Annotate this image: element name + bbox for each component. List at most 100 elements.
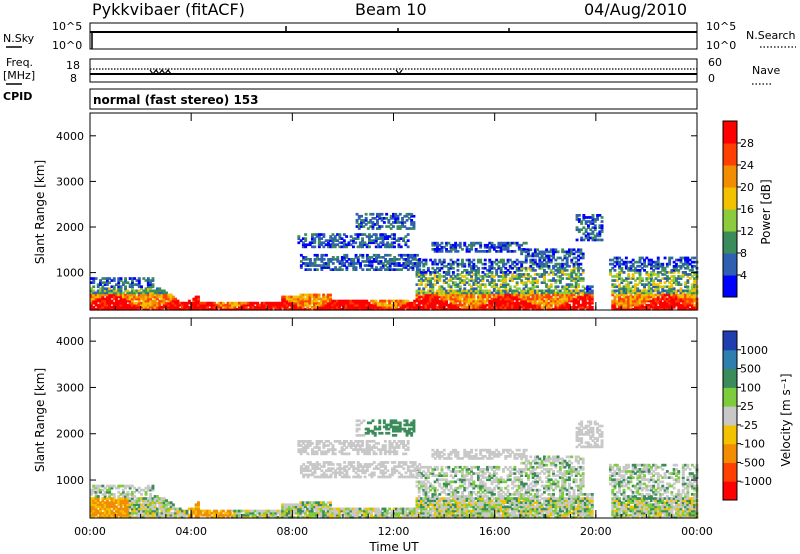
data-cell xyxy=(297,241,301,245)
data-cell xyxy=(108,513,112,517)
data-cell xyxy=(659,285,662,289)
data-cell xyxy=(156,295,159,299)
data-cell xyxy=(121,515,125,519)
data-cell xyxy=(292,509,296,513)
data-cell xyxy=(467,258,471,262)
data-cell xyxy=(545,285,549,289)
data-cell xyxy=(517,305,521,309)
data-cell xyxy=(690,285,694,289)
data-cell xyxy=(449,295,453,299)
data-cell xyxy=(408,513,412,517)
data-cell xyxy=(536,307,539,311)
data-cell xyxy=(458,245,462,249)
data-cell xyxy=(329,235,333,238)
data-cell xyxy=(586,285,590,289)
data-cell xyxy=(618,307,621,311)
data-cell xyxy=(647,295,651,299)
data-cell xyxy=(108,497,112,500)
data-cell xyxy=(162,505,166,509)
data-cell xyxy=(322,301,326,305)
data-cell xyxy=(587,232,590,236)
data-cell xyxy=(690,299,694,303)
data-cell xyxy=(497,301,501,305)
data-cell xyxy=(203,509,207,513)
data-cell xyxy=(556,289,560,293)
data-cell xyxy=(433,271,437,274)
data-cell xyxy=(365,260,369,263)
data-cell xyxy=(611,279,615,282)
data-cell xyxy=(140,499,143,502)
data-cell xyxy=(165,507,168,511)
data-cell xyxy=(406,233,410,236)
data-cell xyxy=(356,245,360,249)
data-cell xyxy=(556,285,560,289)
data-cell xyxy=(101,301,105,305)
data-cell xyxy=(108,486,112,490)
data-cell xyxy=(442,295,446,299)
data-cell xyxy=(351,509,355,513)
data-cell xyxy=(285,295,289,299)
data-cell xyxy=(304,262,308,265)
data-cell xyxy=(108,490,112,494)
data-cell xyxy=(636,260,640,264)
data-cell xyxy=(208,509,212,513)
data-cell xyxy=(540,275,544,278)
data-cell xyxy=(424,474,428,477)
data-cell xyxy=(433,505,437,509)
data-cell xyxy=(570,273,574,276)
data-cell xyxy=(538,264,542,268)
data-cell xyxy=(335,307,339,311)
data-cell xyxy=(506,269,510,272)
data-cell xyxy=(354,256,358,259)
data-cell xyxy=(335,301,339,305)
data-cell xyxy=(675,281,678,284)
data-cell xyxy=(356,262,360,265)
data-cell xyxy=(565,256,569,260)
data-cell xyxy=(429,472,433,475)
data-cell xyxy=(545,305,549,309)
data-cell xyxy=(92,486,96,490)
data-cell xyxy=(379,511,382,515)
data-cell xyxy=(133,515,137,519)
data-cell xyxy=(263,305,266,309)
data-cell xyxy=(388,260,392,263)
data-cell xyxy=(103,495,107,498)
data-cell xyxy=(477,260,480,264)
data-cell xyxy=(591,214,595,217)
data-cell xyxy=(133,293,137,297)
data-cell xyxy=(629,277,633,280)
data-cell xyxy=(681,299,685,303)
data-cell xyxy=(347,243,351,247)
data-cell xyxy=(638,275,642,278)
data-cell xyxy=(461,289,464,293)
data-cell xyxy=(142,289,146,293)
data-cell xyxy=(474,301,478,305)
data-cell xyxy=(372,241,376,245)
data-cell xyxy=(456,307,460,311)
data-cell xyxy=(467,262,471,266)
data-cell xyxy=(479,301,483,305)
data-cell xyxy=(613,256,617,260)
data-cell xyxy=(638,258,642,262)
data-cell xyxy=(90,513,93,517)
data-cell xyxy=(171,305,175,309)
data-cell xyxy=(624,301,628,305)
data-cell xyxy=(354,509,357,513)
data-cell xyxy=(121,497,125,500)
data-cell xyxy=(197,305,200,309)
data-cell xyxy=(167,295,171,299)
data-cell xyxy=(580,222,584,225)
data-cell xyxy=(167,501,171,504)
data-cell xyxy=(422,271,426,274)
data-cell xyxy=(306,501,310,504)
data-cell xyxy=(688,291,692,295)
data-cell xyxy=(203,301,207,305)
data-cell xyxy=(338,262,342,265)
data-cell xyxy=(433,493,437,496)
data-cell xyxy=(137,281,141,284)
data-cell xyxy=(365,258,369,261)
data-cell xyxy=(515,295,519,299)
data-cell xyxy=(133,501,137,504)
data-cell xyxy=(424,299,428,303)
data-cell xyxy=(160,289,164,293)
